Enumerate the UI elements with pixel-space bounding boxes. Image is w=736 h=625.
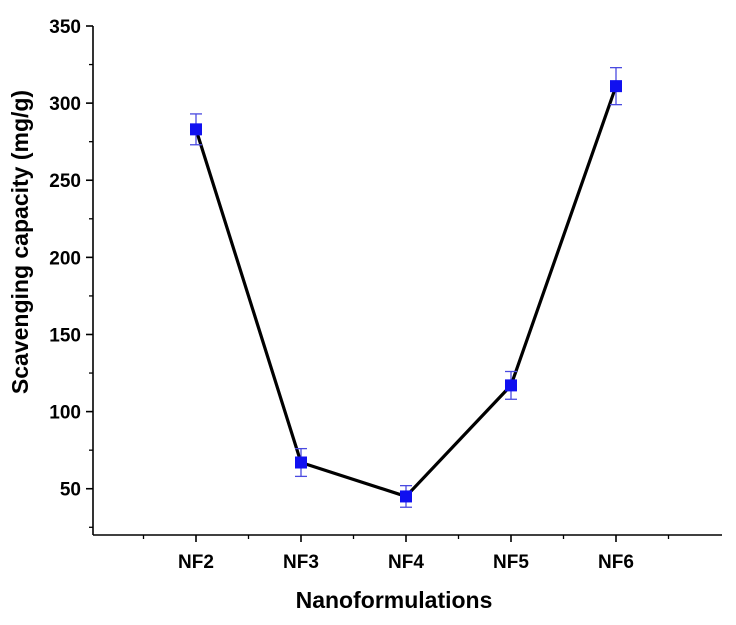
data-point-marker [400, 490, 412, 503]
series-line [194, 85, 618, 499]
ticks-layer: 50 100 150 200 250 300 350 NF2 NF3 NF4 NF5 NF6 [49, 17, 670, 573]
y-tick-label: 300 [49, 94, 81, 115]
axes-layer [92, 26, 722, 536]
data-point-marker [505, 379, 517, 392]
y-tick-label: 250 [49, 171, 81, 192]
x-axis-title: Nanoformulations [296, 587, 493, 613]
y-tick-label: 50 [60, 480, 81, 501]
data-point-marker [190, 123, 202, 136]
x-tick-label: NF4 [388, 552, 424, 573]
y-tick-label: 100 [49, 403, 81, 424]
x-tick-label: NF3 [283, 552, 319, 573]
y-tick-label: 200 [49, 248, 81, 269]
x-tick-label: NF2 [178, 552, 214, 573]
data-point-marker [295, 456, 307, 469]
x-tick-label: NF5 [493, 552, 529, 573]
y-axis-title: Scavenging capacity (mg/g) [7, 90, 33, 394]
series-layer [190, 66, 622, 508]
y-tick-label: 350 [49, 17, 81, 38]
x-tick-label: NF6 [598, 552, 634, 573]
data-point-marker [610, 80, 622, 93]
y-tick-label: 150 [49, 325, 81, 346]
